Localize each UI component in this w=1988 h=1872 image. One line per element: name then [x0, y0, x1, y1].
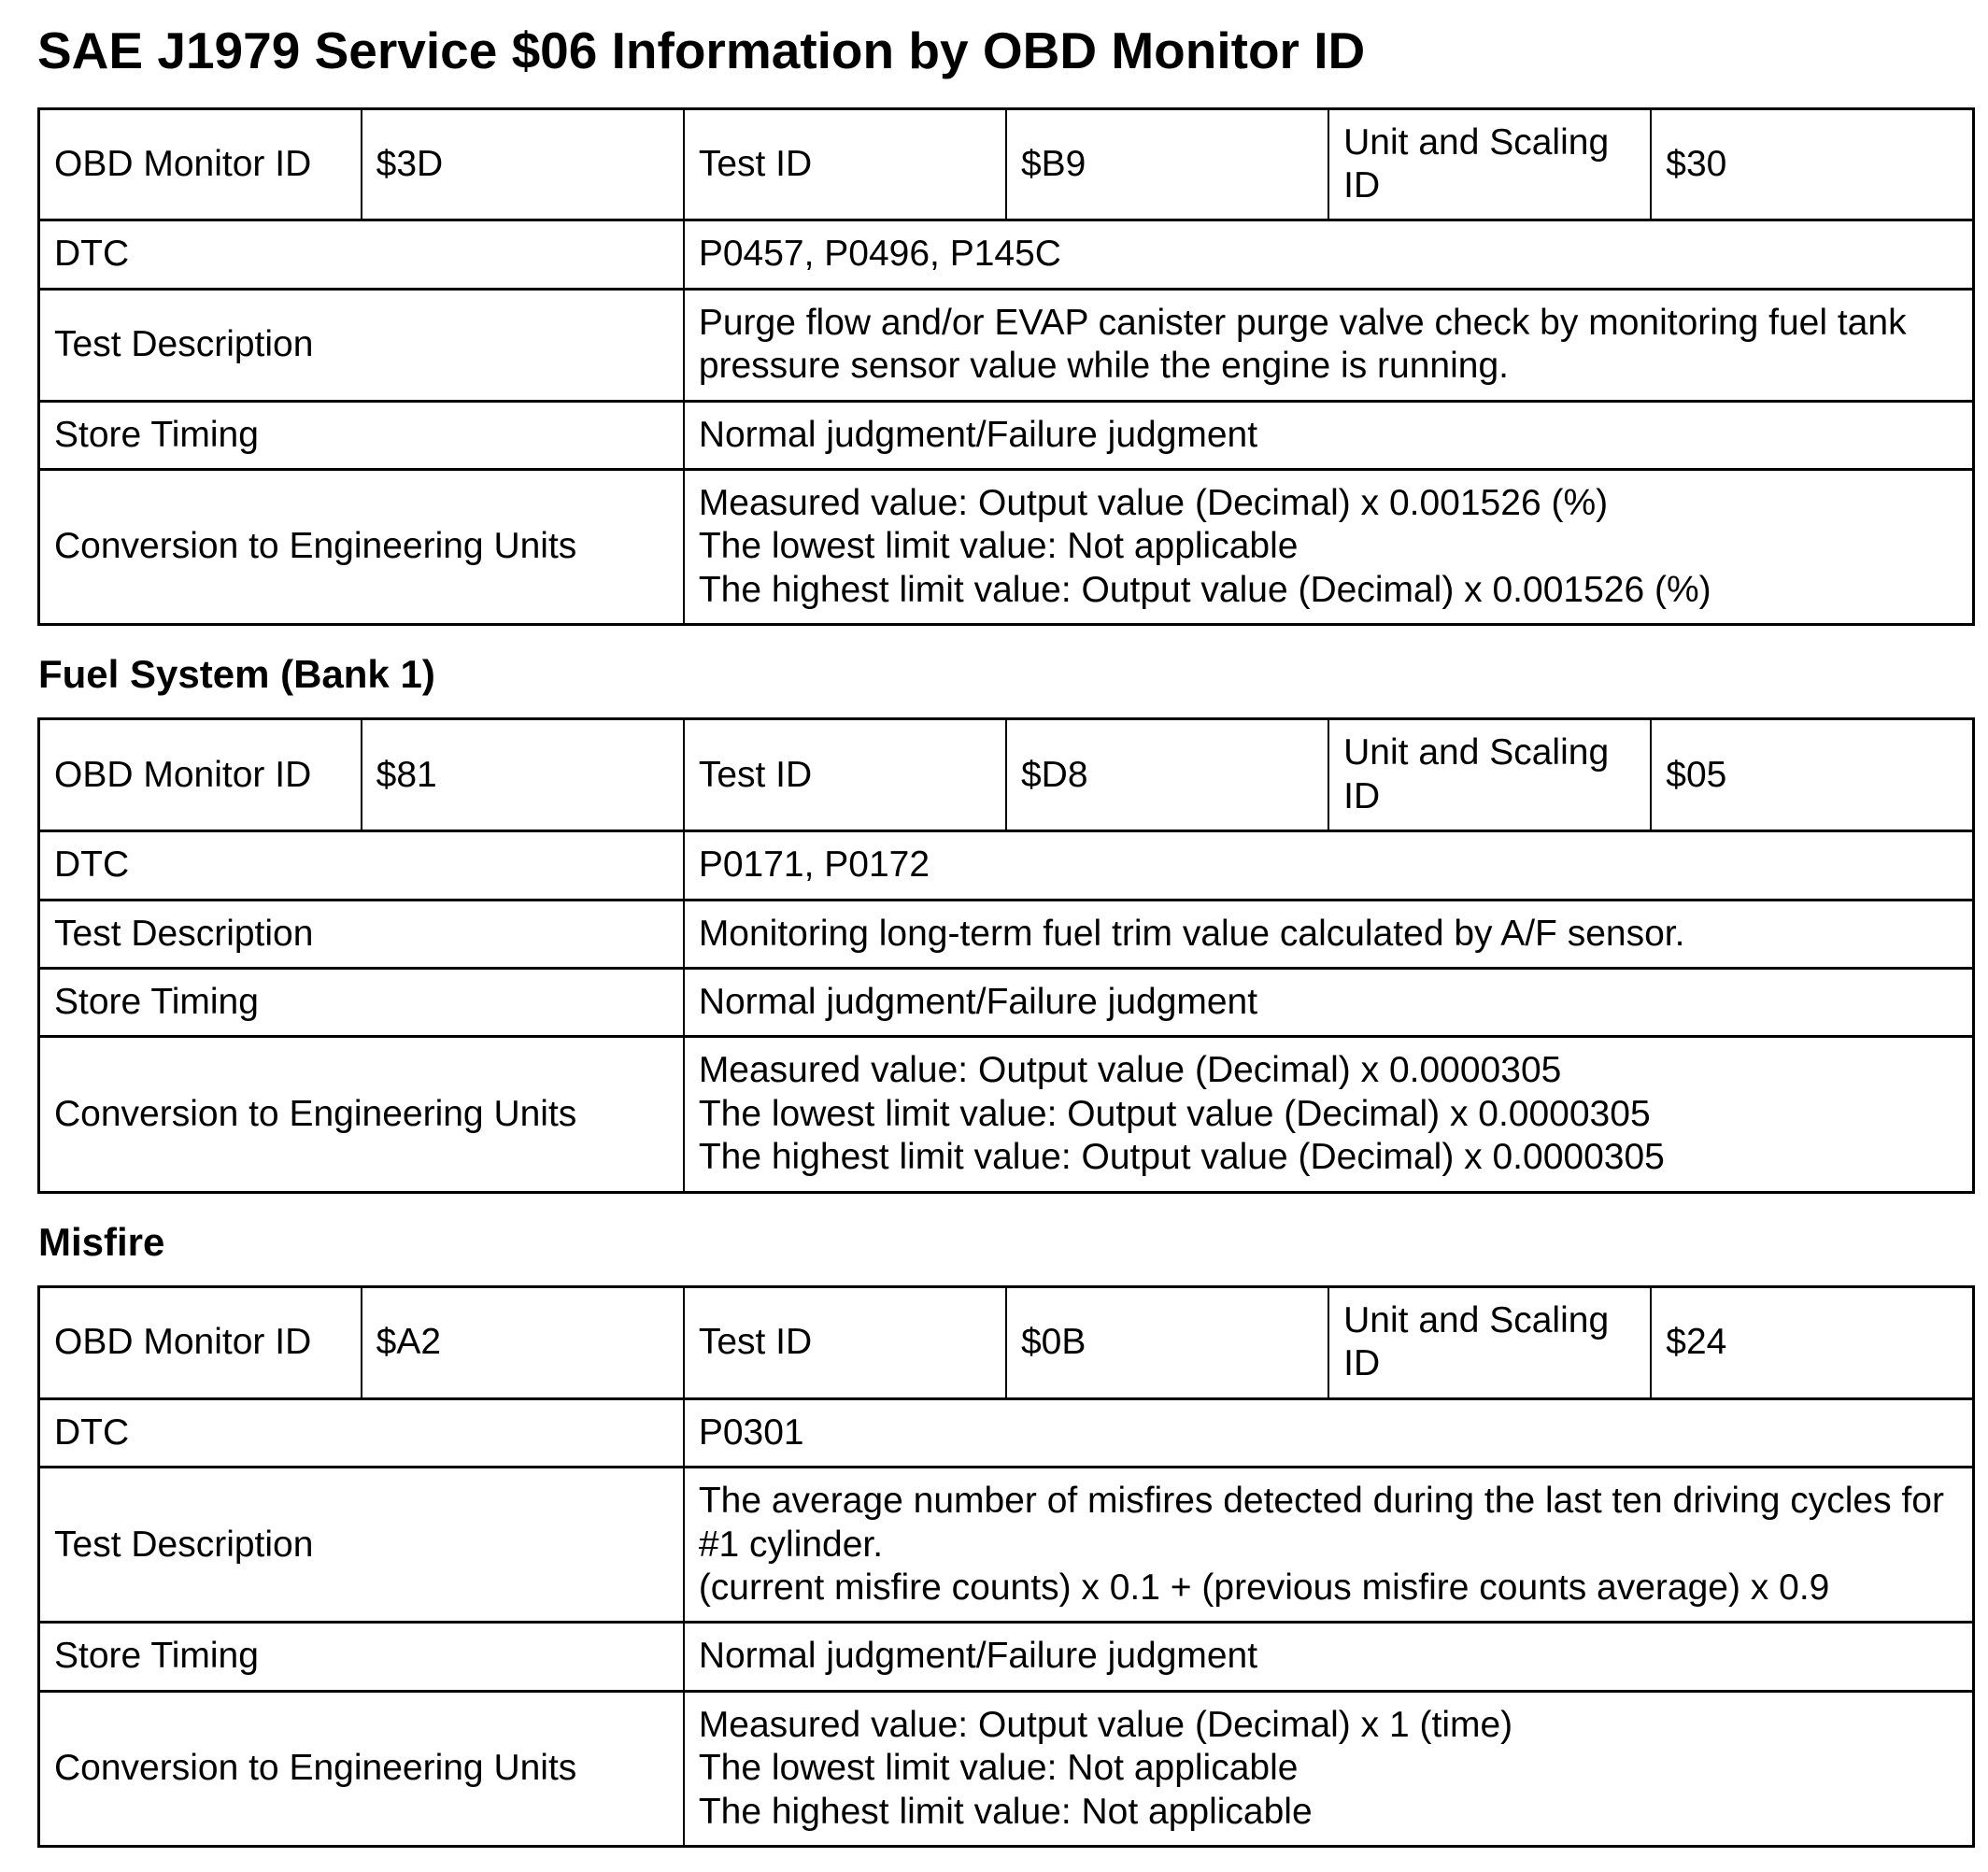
obd-monitor-id-label: OBD Monitor ID: [37, 717, 362, 833]
table-row-ids: OBD Monitor ID $A2 Test ID $0B Unit and …: [37, 1285, 1975, 1400]
table-row-test-description: Test Description The average number of m…: [37, 1466, 1975, 1624]
dtc-value: P0457, P0496, P145C: [682, 219, 1975, 291]
test-description-label: Test Description: [37, 287, 685, 403]
unit-scaling-id-label: Unit and Scaling ID: [1328, 717, 1653, 833]
test-id-label: Test ID: [682, 717, 1007, 833]
store-timing-label: Store Timing: [37, 967, 685, 1039]
conversion-label: Conversion to Engineering Units: [37, 467, 685, 627]
store-timing-label: Store Timing: [37, 399, 685, 471]
obd-monitor-id-value: $81: [360, 717, 685, 833]
table-row-ids: OBD Monitor ID $3D Test ID $B9 Unit and …: [37, 106, 1975, 222]
dtc-label: DTC: [37, 219, 685, 291]
unit-scaling-id-value: $30: [1650, 106, 1975, 222]
table-row-test-description: Test Description Monitoring long-term fu…: [37, 898, 1975, 971]
dtc-label: DTC: [37, 830, 685, 901]
conversion-value: Measured value: Output value (Decimal) x…: [682, 1689, 1975, 1849]
conversion-value: Measured value: Output value (Decimal) x…: [682, 1035, 1975, 1194]
table-row-ids: OBD Monitor ID $81 Test ID $D8 Unit and …: [37, 717, 1975, 833]
table-row-test-description: Test Description Purge flow and/or EVAP …: [37, 287, 1975, 403]
dtc-label: DTC: [37, 1397, 685, 1469]
obd-monitor-table-2: OBD Monitor ID $81 Test ID $D8 Unit and …: [37, 717, 1975, 1194]
table-row-store-timing: Store Timing Normal judgment/Failure jud…: [37, 399, 1975, 471]
monitor-section-2: Fuel System (Bank 1) OBD Monitor ID $81 …: [37, 652, 1975, 1194]
obd-monitor-id-label: OBD Monitor ID: [37, 106, 362, 222]
store-timing-value: Normal judgment/Failure judgment: [682, 967, 1975, 1039]
unit-scaling-id-value: $24: [1650, 1285, 1975, 1400]
test-description-value: Purge flow and/or EVAP canister purge va…: [682, 287, 1975, 403]
table-row-dtc: DTC P0171, P0172: [37, 830, 1975, 901]
obd-monitor-table-3: OBD Monitor ID $A2 Test ID $0B Unit and …: [37, 1285, 1975, 1849]
obd-monitor-id-value: $A2: [360, 1285, 685, 1400]
unit-scaling-id-label: Unit and Scaling ID: [1328, 1285, 1653, 1400]
unit-scaling-id-value: $05: [1650, 717, 1975, 833]
monitor-section-1: OBD Monitor ID $3D Test ID $B9 Unit and …: [37, 106, 1975, 627]
section-heading-fuel-system: Fuel System (Bank 1): [38, 652, 435, 697]
store-timing-value: Normal judgment/Failure judgment: [682, 399, 1975, 471]
test-description-label: Test Description: [37, 898, 685, 971]
store-timing-label: Store Timing: [37, 1621, 685, 1693]
store-timing-value: Normal judgment/Failure judgment: [682, 1621, 1975, 1693]
conversion-label: Conversion to Engineering Units: [37, 1035, 685, 1194]
conversion-value: Measured value: Output value (Decimal) x…: [682, 467, 1975, 627]
table-row-store-timing: Store Timing Normal judgment/Failure jud…: [37, 967, 1975, 1039]
dtc-value: P0171, P0172: [682, 830, 1975, 901]
test-id-label: Test ID: [682, 106, 1007, 222]
table-row-conversion: Conversion to Engineering Units Measured…: [37, 467, 1975, 627]
test-id-value: $B9: [1004, 106, 1330, 222]
obd-monitor-table-1: OBD Monitor ID $3D Test ID $B9 Unit and …: [37, 106, 1975, 627]
test-description-label: Test Description: [37, 1466, 685, 1624]
test-id-value: $D8: [1004, 717, 1330, 833]
test-description-value: The average number of misfires detected …: [682, 1466, 1975, 1624]
table-row-store-timing: Store Timing Normal judgment/Failure jud…: [37, 1621, 1975, 1693]
test-id-label: Test ID: [682, 1285, 1007, 1400]
obd-monitor-id-label: OBD Monitor ID: [37, 1285, 362, 1400]
table-row-conversion: Conversion to Engineering Units Measured…: [37, 1035, 1975, 1194]
unit-scaling-id-label: Unit and Scaling ID: [1328, 106, 1653, 222]
table-row-conversion: Conversion to Engineering Units Measured…: [37, 1689, 1975, 1849]
test-id-value: $0B: [1004, 1285, 1330, 1400]
section-heading-misfire: Misfire: [38, 1219, 165, 1264]
obd-monitor-id-value: $3D: [360, 106, 685, 222]
conversion-label: Conversion to Engineering Units: [37, 1689, 685, 1849]
monitor-section-3: Misfire OBD Monitor ID $A2 Test ID $0B U…: [37, 1219, 1975, 1849]
table-row-dtc: DTC P0301: [37, 1397, 1975, 1469]
test-description-value: Monitoring long-term fuel trim value cal…: [682, 898, 1975, 971]
table-row-dtc: DTC P0457, P0496, P145C: [37, 219, 1975, 291]
page-title: SAE J1979 Service $06 Information by OBD…: [37, 21, 1366, 79]
dtc-value: P0301: [682, 1397, 1975, 1469]
